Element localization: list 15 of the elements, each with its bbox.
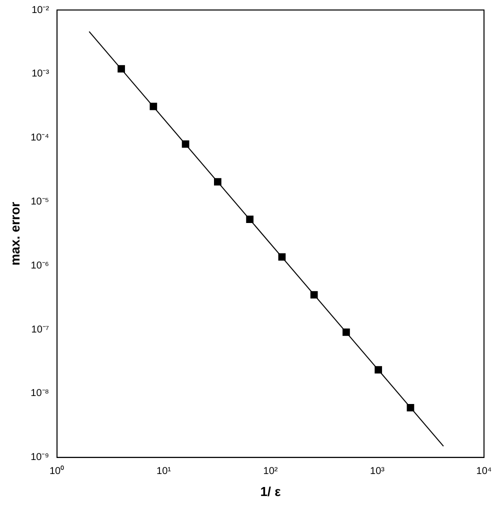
x-tick-label: 10⁴ <box>476 466 492 478</box>
y-axis-title: max. error <box>7 202 22 266</box>
x-tick-label: 10³ <box>370 466 386 478</box>
y-tick-label: 10⁻³ <box>32 68 50 80</box>
y-tick-label: 10⁻² <box>32 4 50 16</box>
x-tick-label: 10⁰ <box>49 465 65 478</box>
y-tick-label: 10⁻⁸ <box>30 388 50 400</box>
x-tick-label: 10¹ <box>156 466 172 478</box>
x-tick-label: 10² <box>263 466 278 478</box>
y-tick-label: 10⁻⁹ <box>30 452 50 464</box>
x-axis-title: 1/ ε <box>260 484 281 499</box>
y-tick-label: 10⁻⁷ <box>31 324 50 336</box>
y-tick-label: 10⁻⁶ <box>30 260 50 272</box>
y-tick-label: 10⁻⁴ <box>30 132 50 144</box>
y-tick-label: 10⁻⁵ <box>30 196 50 208</box>
